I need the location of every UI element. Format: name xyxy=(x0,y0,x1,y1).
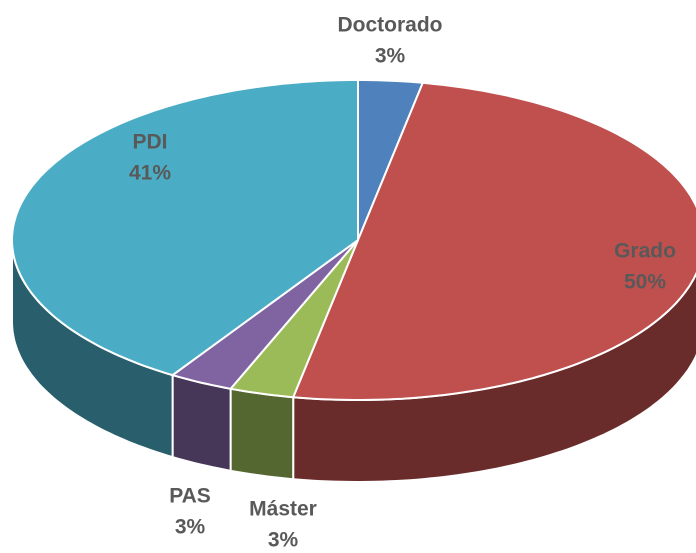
slice-value-label: 41% xyxy=(129,162,171,185)
slice xyxy=(11,79,359,377)
slice xyxy=(228,239,359,399)
slice-value-label: 3% xyxy=(175,516,206,539)
slice-label: Máster xyxy=(249,498,317,521)
slice-side xyxy=(171,373,232,473)
slice xyxy=(291,81,696,401)
slice-label: PDI xyxy=(132,131,167,154)
slice-side xyxy=(229,387,295,481)
slice-label: PAS xyxy=(169,485,211,508)
slice xyxy=(170,239,359,390)
slice-label: Doctorado xyxy=(338,14,443,37)
slice-value-label: 50% xyxy=(624,271,666,294)
slice-value-label: 3% xyxy=(375,45,406,68)
slice-value-label: 3% xyxy=(268,529,299,552)
slice-label: Grado xyxy=(614,240,676,263)
